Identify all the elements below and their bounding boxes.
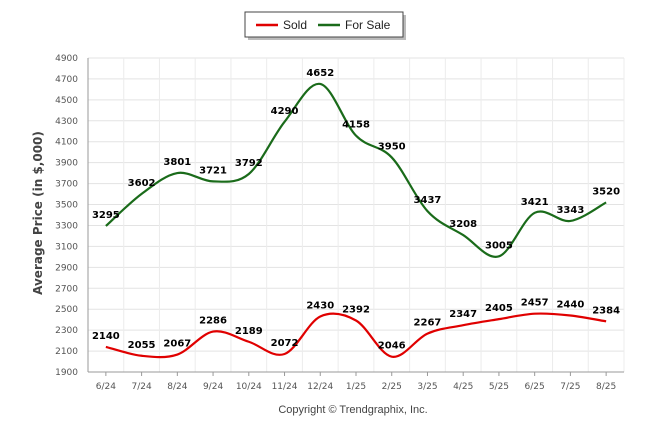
data-label-sold: 2055 xyxy=(128,340,156,351)
y-tick-label: 2100 xyxy=(55,347,78,357)
x-tick-label: 6/25 xyxy=(525,382,545,392)
y-tick-label: 2300 xyxy=(55,326,78,336)
data-label-sold: 2405 xyxy=(485,303,513,314)
data-label-sold: 2140 xyxy=(92,331,120,342)
series-line-sold xyxy=(105,312,607,359)
data-label-sold: 2457 xyxy=(521,298,549,309)
x-tick-label: 6/24 xyxy=(96,382,116,392)
data-label-sold: 2384 xyxy=(592,305,620,316)
data-label-for-sale: 3801 xyxy=(163,157,191,168)
data-label-for-sale: 3295 xyxy=(92,210,120,221)
y-tick-label: 4900 xyxy=(55,54,78,64)
y-tick-label: 2700 xyxy=(55,284,78,294)
data-label-sold: 2046 xyxy=(378,341,406,352)
x-tick-label: 9/24 xyxy=(203,382,223,392)
y-tick-label: 2500 xyxy=(55,305,78,315)
y-tick-label: 4300 xyxy=(55,117,78,127)
y-tick-label: 4700 xyxy=(55,75,78,85)
data-label-sold: 2347 xyxy=(449,309,477,320)
data-label-for-sale: 3602 xyxy=(128,178,156,189)
y-tick-label: 4500 xyxy=(55,96,78,106)
grid-layer xyxy=(87,57,625,373)
x-tick-label: 3/25 xyxy=(417,382,437,392)
y-tick-label: 3900 xyxy=(55,159,78,169)
x-tick-label: 10/24 xyxy=(236,382,262,392)
data-label-sold: 2392 xyxy=(342,305,370,316)
x-tick-label: 7/24 xyxy=(131,382,151,392)
data-label-sold: 2430 xyxy=(306,301,334,312)
series-layer xyxy=(105,82,607,359)
data-label-for-sale: 3208 xyxy=(449,219,477,230)
x-tick-label: 7/25 xyxy=(560,382,580,392)
legend: Sold For Sale xyxy=(244,11,406,40)
data-label-for-sale: 3792 xyxy=(235,158,263,169)
y-tick-label: 3100 xyxy=(55,242,78,252)
y-tick-label: 4100 xyxy=(55,138,78,148)
x-tick-label: 2/25 xyxy=(382,382,402,392)
data-label-for-sale: 4290 xyxy=(271,106,299,117)
y-tick-label: 3300 xyxy=(55,221,78,231)
data-label-sold: 2072 xyxy=(271,338,299,349)
y-tick-label: 3500 xyxy=(55,201,78,211)
x-tick-label: 12/24 xyxy=(307,382,333,392)
data-label-for-sale: 3950 xyxy=(378,141,406,152)
axis-layer: 1900 2100 2300 2500 2700 2900 3100 3300 3500 3700… xyxy=(55,54,624,392)
x-tick-label: 5/25 xyxy=(489,382,509,392)
data-label-for-sale: 3520 xyxy=(592,186,620,197)
data-label-for-sale: 3421 xyxy=(521,197,549,208)
data-label-sold: 2189 xyxy=(235,326,263,337)
y-tick-label: 2900 xyxy=(55,263,78,273)
data-label-for-sale: 4652 xyxy=(306,68,334,79)
data-label-for-sale: 3343 xyxy=(556,205,584,216)
legend-label-for-sale: For Sale xyxy=(345,18,391,32)
x-tick-label: 11/24 xyxy=(272,382,298,392)
data-label-sold: 2067 xyxy=(163,339,191,350)
data-label-for-sale: 3721 xyxy=(199,165,227,176)
x-tick-label: 8/25 xyxy=(596,382,616,392)
data-label-sold: 2440 xyxy=(556,299,584,310)
y-tick-label: 3700 xyxy=(55,180,78,190)
data-label-for-sale: 4158 xyxy=(342,120,370,131)
data-label-sold: 2267 xyxy=(414,318,442,329)
y-tick-label: 1900 xyxy=(55,368,78,378)
x-tick-label: 1/25 xyxy=(346,382,366,392)
data-label-sold: 2286 xyxy=(199,316,227,327)
series-line-for-sale xyxy=(105,82,607,258)
data-label-layer: 2140 2055 2067 2286 2189 2072 2430 2392 2046 2267… xyxy=(92,68,620,352)
y-axis-title: Average Price (in $,000) xyxy=(31,131,45,295)
x-tick-label: 8/24 xyxy=(167,382,187,392)
copyright-text: Copyright © Trendgraphix, Inc. xyxy=(278,404,427,416)
x-tick-label: 4/25 xyxy=(453,382,473,392)
data-label-for-sale: 3437 xyxy=(414,195,442,206)
data-label-for-sale: 3005 xyxy=(485,240,513,251)
legend-label-sold: Sold xyxy=(283,18,307,32)
